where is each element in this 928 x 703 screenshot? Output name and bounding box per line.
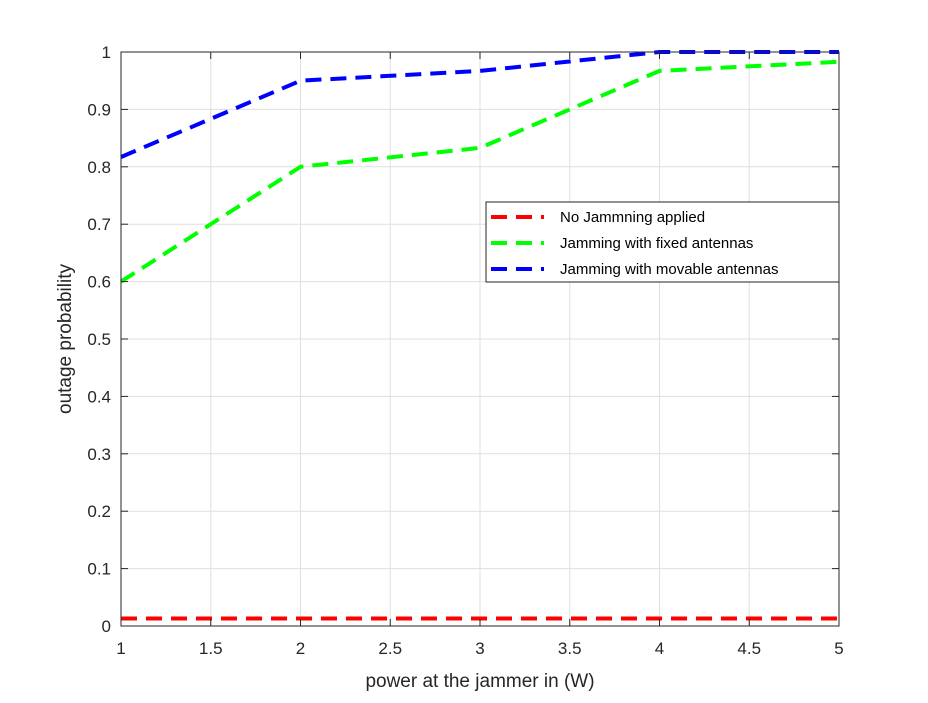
- x-tick-label: 1.5: [199, 639, 223, 658]
- x-tick-label: 5: [834, 639, 843, 658]
- x-tick-label: 3.5: [558, 639, 582, 658]
- x-tick-label: 4.5: [737, 639, 761, 658]
- y-tick-label: 0.1: [87, 560, 111, 579]
- y-tick-label: 0.3: [87, 445, 111, 464]
- ticks: 1 1.5 2 2.5 3 3.5 4 4.5 5 0 0.1 0.2 0.3 0.4 0.5 0.6 0.7 0…: [87, 43, 843, 658]
- legend: No Jammning applied Jamming with fixed an…: [485, 201, 840, 283]
- x-axis-label: power at the jammer in (W): [365, 671, 594, 692]
- y-tick-label: 1: [102, 43, 111, 62]
- legend-label-1: No Jammning applied: [560, 209, 705, 226]
- legend-label-3: Jamming with movable antennas: [560, 261, 778, 278]
- x-tick-label: 4: [655, 639, 664, 658]
- y-tick-label: 0.5: [87, 330, 111, 349]
- x-tick-label: 2: [296, 639, 305, 658]
- y-axis-label: outage probability: [55, 264, 76, 414]
- y-tick-label: 0: [102, 617, 111, 636]
- x-tick-label: 3: [475, 639, 484, 658]
- y-tick-label: 0.4: [87, 387, 111, 406]
- y-tick-label: 0.2: [87, 502, 111, 521]
- x-tick-label: 2.5: [378, 639, 402, 658]
- legend-box: [485, 201, 840, 283]
- y-tick-label: 0.9: [87, 100, 111, 119]
- x-tick-label: 1: [116, 639, 125, 658]
- legend-label-2: Jamming with fixed antennas: [560, 235, 753, 252]
- y-tick-label: 0.8: [87, 158, 111, 177]
- y-tick-label: 0.7: [87, 215, 111, 234]
- plot-area: 1 1.5 2 2.5 3 3.5 4 4.5 5 0 0.1 0.2 0.3 0.4 0.5 0.6 0.7 0…: [87, 43, 843, 658]
- y-tick-label: 0.6: [87, 273, 111, 292]
